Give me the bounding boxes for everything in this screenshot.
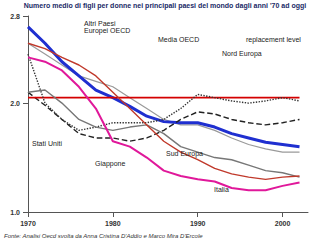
svg-text:1.0: 1.0 [10,209,20,216]
svg-text:Nord Europa: Nord Europa [222,50,262,58]
svg-text:1990: 1990 [190,220,206,227]
svg-text:1970: 1970 [20,220,36,227]
svg-text:Stati Uniti: Stati Uniti [32,140,62,147]
svg-text:1980: 1980 [105,220,121,227]
svg-text:Fonte: Analisi Oecd svolta da: Fonte: Analisi Oecd svolta da Anna Crist… [4,233,203,239]
svg-text:2000: 2000 [275,220,291,227]
svg-text:2.8: 2.8 [10,13,20,20]
svg-text:Altri Paesi: Altri Paesi [84,20,117,27]
svg-text:Europei OECD: Europei OECD [84,27,130,35]
svg-text:replacement level: replacement level [246,36,301,44]
svg-text:Media OECD: Media OECD [158,36,199,43]
svg-text:2.0: 2.0 [10,100,20,107]
svg-text:Giappone: Giappone [95,160,125,168]
svg-text:Italia: Italia [214,186,229,193]
svg-text:Numero medio di figli per donn: Numero medio di figli per donne nei prin… [24,2,307,10]
svg-text:Sud Europa: Sud Europa [166,150,203,158]
